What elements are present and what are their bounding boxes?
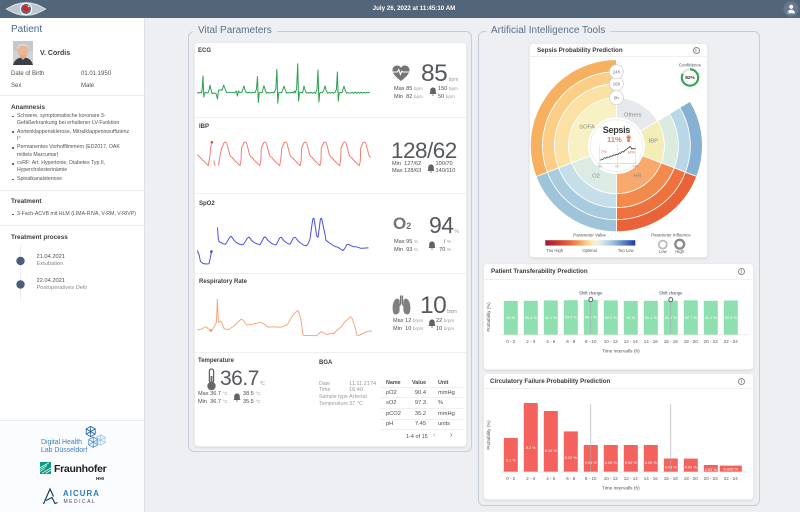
svg-text:90.4 %: 90.4 % [525, 315, 538, 320]
svg-text:0.18 %: 0.18 % [545, 448, 558, 453]
svg-text:10 - 12: 10 - 12 [604, 339, 619, 344]
svg-text:0.04 %: 0.04 % [685, 465, 698, 470]
svg-text:11%: 11% [607, 135, 622, 144]
svg-text:0.005 %: 0.005 % [724, 466, 739, 471]
svg-text:0 - 2: 0 - 2 [506, 476, 516, 481]
svg-text:20 - 22: 20 - 22 [704, 476, 719, 481]
svg-text:Sepsis: Sepsis [603, 125, 631, 135]
svg-text:Low: Low [659, 249, 668, 254]
svg-text:Time intervalls (h): Time intervalls (h) [602, 348, 640, 354]
svg-text:Optimal: Optimal [582, 248, 596, 253]
svg-text:2 - 4: 2 - 4 [526, 339, 536, 344]
svg-text:92.3 %: 92.3 % [725, 315, 738, 320]
svg-text:10 - 12: 10 - 12 [604, 476, 619, 481]
svg-text:Time intervalls (h): Time intervalls (h) [602, 486, 640, 492]
svg-text:18 - 20: 18 - 20 [684, 476, 699, 481]
svg-text:O2: O2 [592, 174, 600, 180]
svg-text:14%: 14% [627, 151, 635, 155]
svg-text:Parameter Influence: Parameter Influence [651, 233, 691, 238]
svg-text:91 %: 91 % [626, 315, 635, 320]
svg-text:20 - 22: 20 - 22 [704, 339, 719, 344]
svg-text:12 - 14: 12 - 14 [624, 476, 639, 481]
svg-text:16 - 18: 16 - 18 [664, 339, 679, 344]
svg-text:6 - 8: 6 - 8 [566, 476, 576, 481]
svg-text:2 - 4: 2 - 4 [526, 476, 536, 481]
svg-text:7%: 7% [601, 150, 607, 154]
svg-text:90 %: 90 % [506, 315, 515, 320]
svg-text:92.1 %: 92.1 % [545, 315, 558, 320]
svg-text:0.1 %: 0.1 % [506, 457, 516, 462]
svg-text:8h: 8h [614, 95, 619, 100]
svg-text:91.1 %: 91.1 % [645, 315, 658, 320]
svg-text:Probability (%): Probability (%) [486, 420, 491, 450]
svg-text:4 - 6: 4 - 6 [546, 476, 556, 481]
svg-text:IBP: IBP [649, 139, 658, 145]
svg-text:0.06 %: 0.06 % [625, 460, 638, 465]
svg-text:24h: 24h [613, 69, 621, 74]
svg-text:14 - 16: 14 - 16 [644, 476, 659, 481]
svg-text:22 - 24: 22 - 24 [724, 476, 739, 481]
svg-text:6 - 8: 6 - 8 [566, 339, 576, 344]
svg-text:SOFA: SOFA [579, 125, 595, 131]
svg-text:+8h: +8h [633, 164, 639, 168]
svg-text:High: High [675, 249, 684, 254]
svg-text:16 - 18: 16 - 18 [664, 476, 679, 481]
svg-text:82%: 82% [685, 75, 695, 81]
svg-text:0.02 %: 0.02 % [565, 455, 578, 460]
svg-text:18 - 20: 18 - 20 [684, 339, 699, 344]
svg-text:92.7 %: 92.7 % [685, 315, 698, 320]
svg-text:-8h: -8h [597, 164, 602, 168]
svg-text:Others: Others [624, 113, 641, 119]
svg-text:91.1 %: 91.1 % [705, 315, 718, 320]
svg-text:HR: HR [633, 174, 641, 180]
svg-text:8 - 10: 8 - 10 [585, 339, 597, 344]
svg-text:Confidence: Confidence [679, 63, 702, 68]
svg-text:8 - 10: 8 - 10 [585, 476, 597, 481]
svg-text:Shift change: Shift change [659, 291, 683, 296]
svg-text:4 - 6: 4 - 6 [546, 339, 556, 344]
svg-text:0.06 %: 0.06 % [605, 460, 618, 465]
svg-text:Too Low: Too Low [618, 248, 635, 253]
svg-text:22 - 24: 22 - 24 [724, 339, 739, 344]
svg-text:92.2 %: 92.2 % [605, 315, 618, 320]
svg-text:Too High: Too High [547, 248, 564, 253]
svg-text:Probability (%): Probability (%) [486, 302, 491, 332]
svg-text:12 - 14: 12 - 14 [624, 339, 639, 344]
svg-text:0 - 2: 0 - 2 [506, 339, 516, 344]
svg-text:0.2 %: 0.2 % [526, 445, 536, 450]
svg-text:Parameter Value: Parameter Value [573, 233, 606, 238]
svg-text:0.02 %: 0.02 % [705, 467, 718, 472]
svg-text:93.5 %: 93.5 % [565, 315, 578, 320]
svg-text:16h: 16h [613, 81, 621, 86]
svg-text:0h: 0h [615, 164, 619, 168]
svg-text:14 - 16: 14 - 16 [644, 339, 659, 344]
svg-text:0.06 %: 0.06 % [645, 460, 658, 465]
svg-text:Shift change: Shift change [579, 291, 603, 296]
